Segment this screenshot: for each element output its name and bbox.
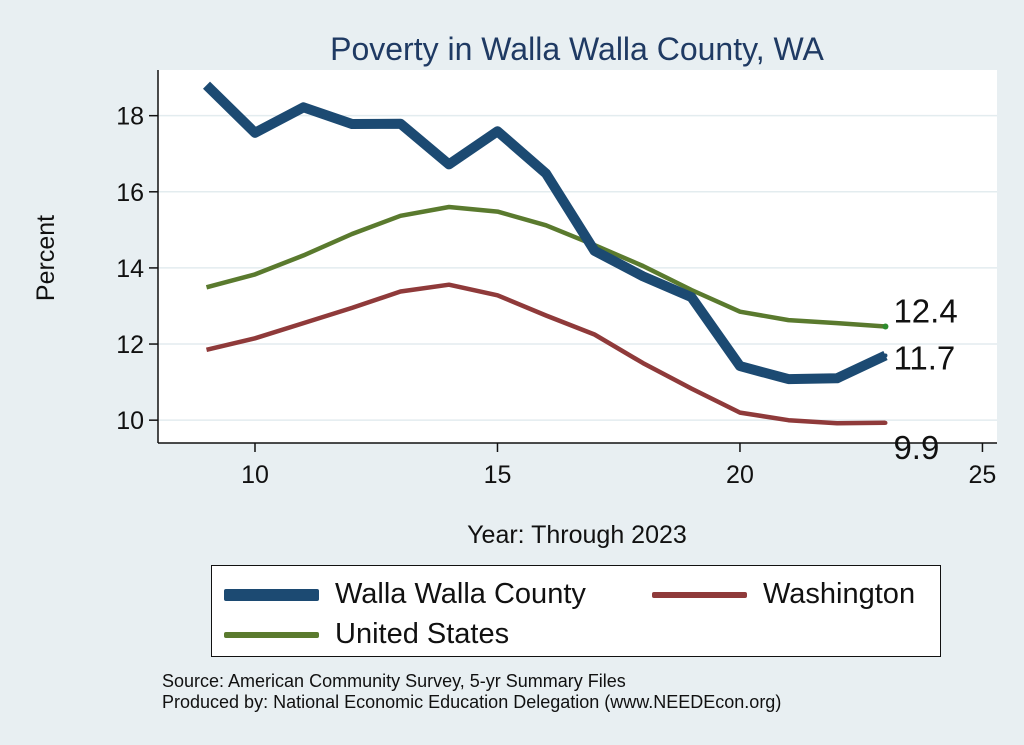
end-label-united-states: 12.4 xyxy=(893,293,957,330)
series-line-walla-walla-county xyxy=(202,81,888,385)
series-group xyxy=(202,81,889,426)
end-label-walla-walla-county: 11.7 xyxy=(893,339,955,376)
legend: Walla Walla County Washington United Sta… xyxy=(211,565,941,657)
legend-item-walla-walla: Walla Walla County xyxy=(224,578,586,611)
axes: 10 12 14 16 18 10 15 20 25 xyxy=(116,70,997,489)
series-line-washington xyxy=(205,282,886,426)
legend-swatch-walla-walla xyxy=(224,588,319,601)
legend-label-united-states: United States xyxy=(335,618,510,650)
legend-swatch-washington xyxy=(652,591,747,598)
source-notes: Source: American Community Survey, 5-yr … xyxy=(162,671,781,713)
y-tick-label-18: 18 xyxy=(116,103,144,131)
y-axis-label: Percent xyxy=(32,215,60,301)
x-tick-label-25: 25 xyxy=(969,461,997,489)
y-tick-label-10: 10 xyxy=(116,407,144,435)
legend-item-washington: Washington xyxy=(652,578,915,611)
labels-group: 11.7 9.9 12.4 xyxy=(893,293,957,466)
y-tick-label-12: 12 xyxy=(116,331,144,359)
legend-label-walla-walla: Walla Walla County xyxy=(335,578,586,610)
producer-note: Produced by: National Economic Education… xyxy=(162,692,782,712)
series-endpoint-walla-walla-county xyxy=(883,353,888,358)
x-tick-label-10: 10 xyxy=(241,461,269,489)
plot-background xyxy=(158,70,997,443)
series-line-united-states xyxy=(205,204,886,329)
x-tick-label-15: 15 xyxy=(484,461,512,489)
legend-swatch-united-states xyxy=(224,631,319,638)
legend-item-united-states: United States xyxy=(224,618,509,651)
x-tick-label-20: 20 xyxy=(726,461,754,489)
end-label-washington: 9.9 xyxy=(893,429,939,466)
chart-title: Poverty in Walla Walla County, WA xyxy=(330,31,824,67)
y-tick-label-14: 14 xyxy=(116,255,144,283)
source-note: Source: American Community Survey, 5-yr … xyxy=(162,671,626,691)
y-tick-label-16: 16 xyxy=(116,179,144,207)
series-endpoint-washington xyxy=(883,420,888,425)
x-axis-label: Year: Through 2023 xyxy=(467,521,687,549)
legend-label-washington: Washington xyxy=(763,578,916,610)
series-endpoint-united-states xyxy=(882,323,889,330)
